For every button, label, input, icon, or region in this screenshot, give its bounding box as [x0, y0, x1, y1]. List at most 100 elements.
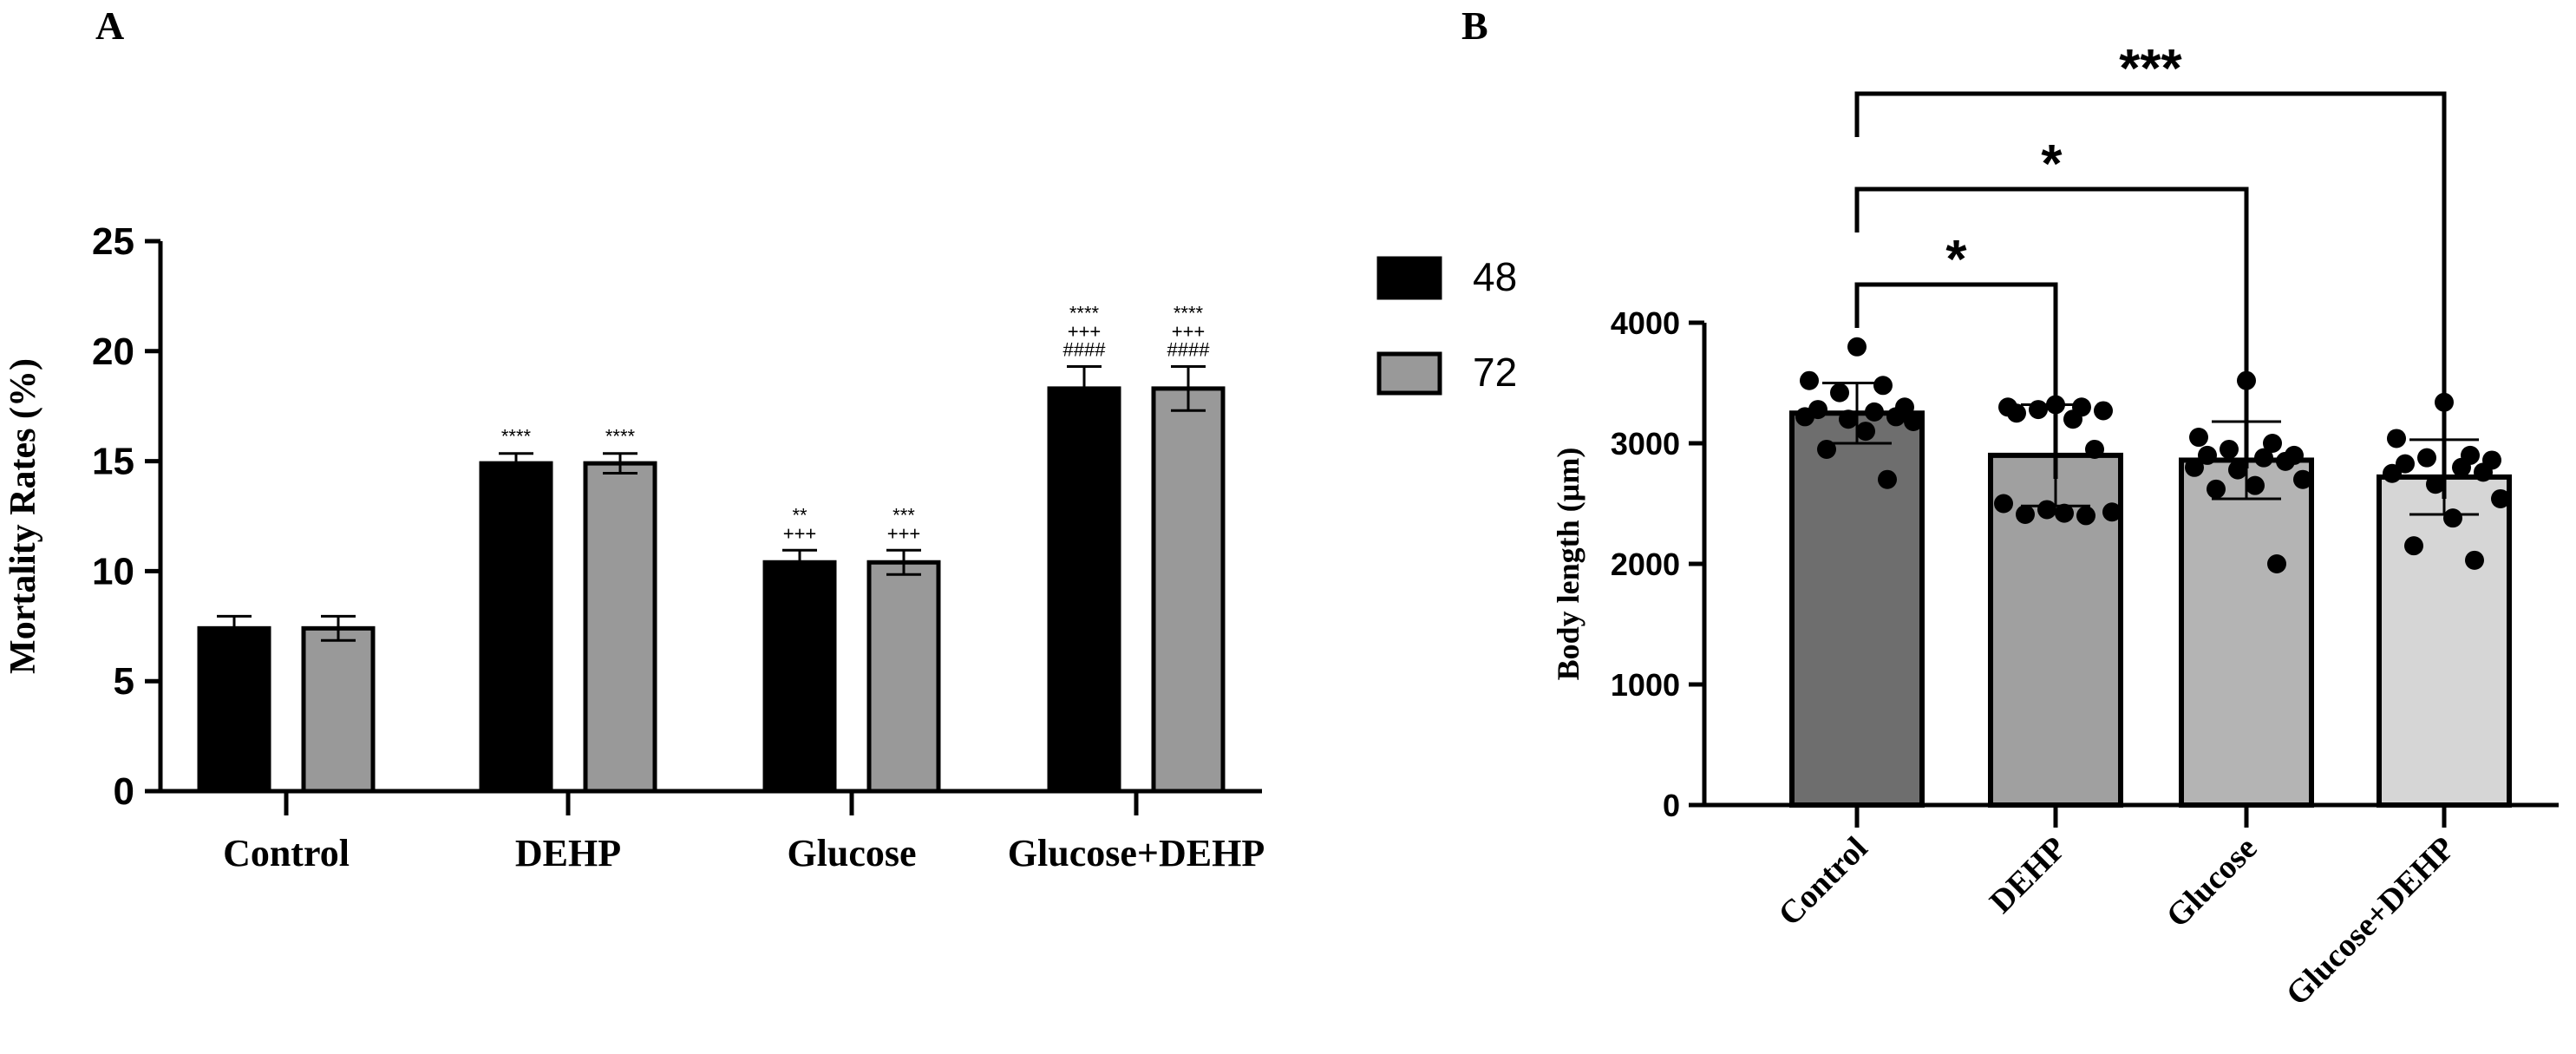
data-point-b	[2076, 506, 2095, 526]
data-point-b	[2189, 428, 2208, 448]
significance-label-b: ***	[2119, 39, 2182, 99]
legend-label-48: 48	[1473, 254, 1517, 299]
significance-mark-a: +++	[1172, 321, 1206, 343]
bar-48	[479, 461, 553, 794]
significance-mark-a: **	[792, 504, 807, 526]
data-point-b	[2007, 403, 2026, 423]
data-point-b	[2404, 536, 2423, 556]
bar-48	[1047, 386, 1121, 794]
significance-mark-a: ****	[605, 426, 636, 448]
data-point-b	[1878, 469, 1897, 489]
data-point-b	[1800, 370, 1819, 390]
data-point-b	[2220, 439, 2239, 459]
data-point-b	[2276, 451, 2295, 471]
bar-b	[2179, 457, 2314, 809]
data-point-b	[2474, 462, 2493, 482]
significance-label-b: *	[2041, 134, 2063, 194]
significance-mark-a: ####	[1167, 339, 1211, 361]
data-point-b	[2452, 457, 2471, 477]
panel-a-label: A	[95, 3, 124, 48]
category-label-b: Control	[1772, 830, 1875, 933]
data-point-b	[2185, 457, 2204, 477]
significance-mark-a: +++	[887, 522, 921, 544]
data-point-b	[1830, 383, 1849, 403]
y-tick-label-b: 1000	[1611, 667, 1680, 703]
data-point-b	[2228, 460, 2247, 480]
data-point-b	[2387, 429, 2406, 448]
data-point-b	[1817, 439, 1836, 459]
y-tick-label-a: 15	[92, 441, 134, 483]
data-point-b	[1847, 337, 1867, 357]
significance-mark-a: +++	[783, 522, 817, 544]
y-tick-label-b: 2000	[1611, 547, 1680, 582]
data-point-b	[2293, 469, 2312, 489]
data-point-b	[2383, 463, 2402, 483]
data-point-b	[2055, 503, 2074, 523]
category-label-b: Glucose+DEHP	[2279, 830, 2462, 1013]
y-tick-label-a: 0	[114, 770, 134, 813]
y-tick-label-b: 0	[1663, 788, 1680, 823]
data-point-b	[2263, 434, 2282, 453]
significance-mark-a: +++	[1068, 321, 1102, 343]
legend-label-72: 72	[1473, 350, 1517, 395]
legend-swatch-48	[1376, 256, 1442, 300]
bar-b	[2377, 474, 2512, 808]
data-point-b	[1994, 494, 2013, 514]
data-point-b	[2063, 409, 2082, 429]
category-label-b: DEHP	[1983, 830, 2073, 920]
data-point-b	[2443, 508, 2462, 528]
significance-bracket-b	[1854, 282, 2058, 479]
data-point-b	[1904, 411, 1923, 431]
significance-label-b: *	[1945, 230, 1967, 290]
data-point-b	[2396, 454, 2415, 474]
y-axis-label-a: Mortality Rates (%)	[3, 358, 43, 674]
data-point-b	[1873, 376, 1893, 396]
data-point-b	[2085, 439, 2104, 459]
data-point-b	[1795, 407, 1814, 427]
data-point-b	[2254, 448, 2273, 468]
y-tick-label-a: 5	[114, 660, 134, 703]
y-tick-label-a: 10	[92, 550, 134, 592]
data-point-b	[2016, 505, 2035, 525]
data-point-b	[1856, 422, 1875, 442]
category-label-a: Control	[223, 832, 350, 874]
category-label-a: Glucose+DEHP	[1008, 832, 1265, 874]
y-tick-label-a: 25	[92, 220, 134, 263]
data-point-b	[2465, 550, 2484, 570]
y-tick-label-a: 20	[92, 331, 134, 373]
data-point-b	[2102, 502, 2122, 522]
data-point-b	[1839, 409, 1858, 429]
bar-72	[301, 625, 376, 794]
chart-a: 0 5 10 15 20 25 Mortality Rates (%) Control DEHP…	[3, 220, 1517, 874]
category-label-b: Glucose	[2160, 830, 2265, 935]
significance-mark-a: ****	[1174, 303, 1204, 324]
legend-swatch-72	[1376, 351, 1442, 396]
bar-48	[762, 560, 837, 794]
bar-72	[1151, 386, 1226, 794]
data-point-b	[2267, 554, 2286, 573]
y-axis-label-b: Body length (µm)	[1551, 448, 1585, 681]
significance-bracket-b	[1854, 91, 2447, 499]
significance-mark-a: ***	[892, 504, 915, 526]
data-point-b	[2207, 479, 2226, 499]
bar-72	[583, 461, 657, 794]
category-label-a: DEHP	[515, 832, 621, 874]
significance-mark-a: ####	[1063, 339, 1107, 361]
panel-b-label: B	[1461, 3, 1488, 48]
significance-mark-a: ****	[1069, 303, 1100, 324]
data-point-b	[2037, 500, 2056, 520]
data-point-b	[2029, 400, 2048, 420]
data-point-b	[2426, 475, 2445, 494]
significance-mark-a: ****	[501, 426, 532, 448]
data-point-b	[2198, 445, 2217, 465]
data-point-b	[1865, 402, 1884, 422]
bar-72	[866, 560, 941, 794]
category-label-a: Glucose	[787, 832, 916, 874]
bar-48	[197, 625, 271, 794]
chart-b: 0 1000 2000 3000 4000 Body length (µm) Control…	[1551, 39, 2559, 1012]
data-point-b	[2491, 488, 2510, 508]
y-tick-label-b: 3000	[1611, 426, 1680, 462]
bar-b	[1789, 410, 1925, 808]
